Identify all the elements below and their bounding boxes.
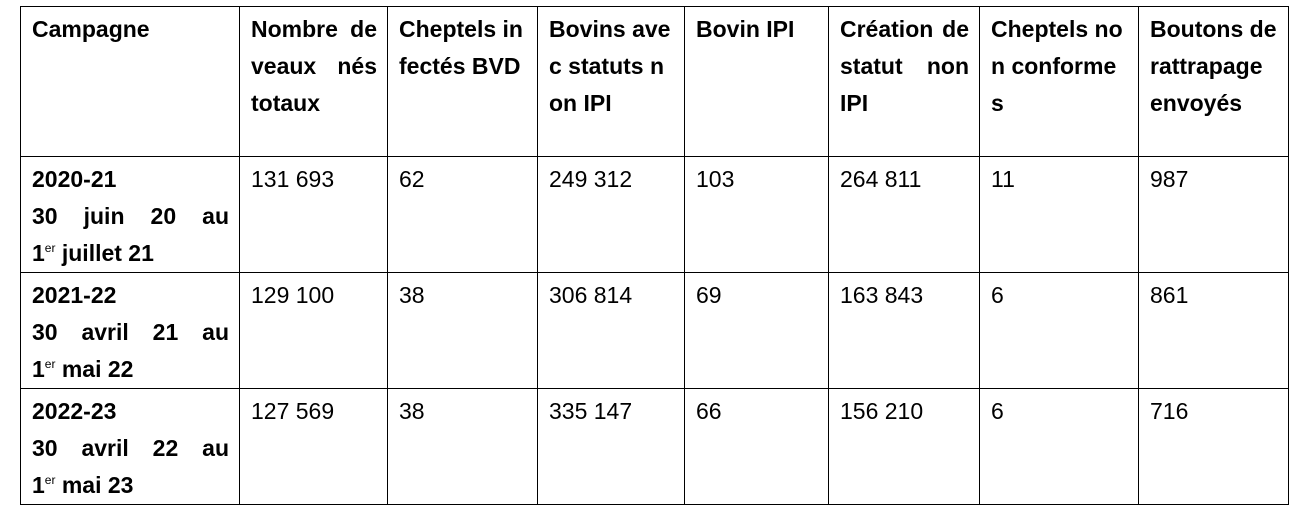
- cell-cheptels-infectes: 38: [387, 272, 538, 389]
- cell-creation-statut: 264 811: [828, 156, 980, 273]
- header-boutons-rattrapage: Boutons de rattrapage envoyés: [1138, 6, 1289, 157]
- cell-cheptels-infectes: 38: [387, 388, 538, 505]
- campaign-cell: 2021-22 30 avril 21 au 1er mai 22: [20, 272, 240, 389]
- cell-bovins-non-ipi: 306 814: [537, 272, 685, 389]
- cell-bovin-ipi: 69: [684, 272, 829, 389]
- table-row: 2021-22 30 avril 21 au 1er mai 22 129 10…: [20, 272, 1289, 389]
- period-end-number: 1: [32, 356, 45, 382]
- header-row: Campagne Nombre de veaux nés totaux Chep…: [20, 6, 1289, 157]
- header-bovins-non-ipi: Bovins avec statuts non IPI: [537, 6, 685, 157]
- cell-cheptels-infectes: 62: [387, 156, 538, 273]
- header-campagne: Campagne: [20, 6, 240, 157]
- campaign-cell: 2022-23 30 avril 22 au 1er mai 23: [20, 388, 240, 505]
- header-cheptels-non-conformes: Cheptels non conformes: [979, 6, 1139, 157]
- cell-boutons-rattrapage: 861: [1138, 272, 1289, 389]
- campaign-label: 2020-21: [32, 166, 117, 192]
- table-row: 2020-21 30 juin 20 au 1er juillet 21 131…: [20, 156, 1289, 273]
- campaign-label: 2022-23: [32, 398, 117, 424]
- cell-cheptels-non-conformes: 6: [979, 388, 1139, 505]
- period-end-rest: mai 22: [55, 356, 134, 382]
- period-end-suffix: er: [44, 357, 56, 371]
- cell-bovins-non-ipi: 335 147: [537, 388, 685, 505]
- header-creation-statut: Création de statut non IPI: [828, 6, 980, 157]
- campaign-label: 2021-22: [32, 282, 117, 308]
- cell-bovin-ipi: 103: [684, 156, 829, 273]
- cell-creation-statut: 163 843: [828, 272, 980, 389]
- cell-cheptels-non-conformes: 6: [979, 272, 1139, 389]
- cell-boutons-rattrapage: 716: [1138, 388, 1289, 505]
- cell-bovins-non-ipi: 249 312: [537, 156, 685, 273]
- header-cheptels-infectes: Cheptels infectés BVD: [387, 6, 538, 157]
- cell-bovin-ipi: 66: [684, 388, 829, 505]
- bvd-campaign-table: Campagne Nombre de veaux nés totaux Chep…: [20, 6, 1289, 505]
- cell-veaux: 129 100: [239, 272, 388, 389]
- period-end-rest: mai 23: [55, 472, 134, 498]
- table-row: 2022-23 30 avril 22 au 1er mai 23 127 56…: [20, 388, 1289, 505]
- period-end: 1er mai 22: [32, 351, 229, 388]
- period-start: 30 juin 20 au: [32, 203, 229, 229]
- period-start: 30 avril 21 au: [32, 319, 229, 345]
- cell-boutons-rattrapage: 987: [1138, 156, 1289, 273]
- cell-veaux: 131 693: [239, 156, 388, 273]
- period-end: 1er juillet 21: [32, 235, 229, 272]
- header-bovin-ipi: Bovin IPI: [684, 6, 829, 157]
- cell-creation-statut: 156 210: [828, 388, 980, 505]
- period-end-number: 1: [32, 240, 45, 266]
- period-end-rest: juillet 21: [55, 240, 154, 266]
- period-start: 30 avril 22 au: [32, 435, 229, 461]
- period-end-number: 1: [32, 472, 45, 498]
- header-nombre-veaux: Nombre de veaux nés totaux: [239, 6, 388, 157]
- period-end-suffix: er: [44, 241, 56, 255]
- cell-veaux: 127 569: [239, 388, 388, 505]
- campaign-cell: 2020-21 30 juin 20 au 1er juillet 21: [20, 156, 240, 273]
- period-end-suffix: er: [44, 473, 56, 487]
- cell-cheptels-non-conformes: 11: [979, 156, 1139, 273]
- period-end: 1er mai 23: [32, 467, 229, 504]
